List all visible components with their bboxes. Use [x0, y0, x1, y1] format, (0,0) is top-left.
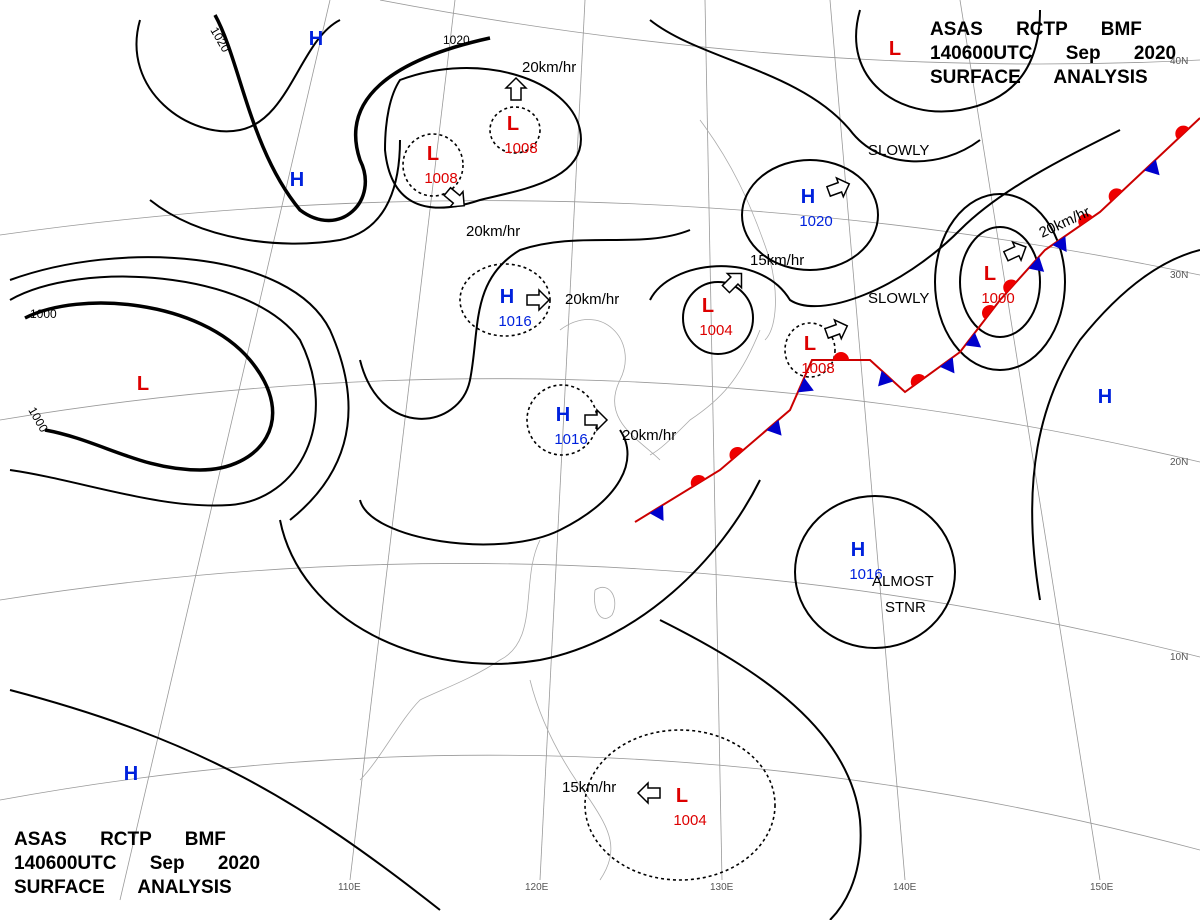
warm-semicircle: [833, 352, 849, 360]
center-pressure: 1016: [498, 313, 531, 330]
graticule: [0, 0, 1200, 901]
longitude-label: 140E: [893, 882, 917, 893]
center-letter: L: [507, 113, 519, 135]
center-pressure: 1004: [699, 322, 732, 339]
cold-triangle: [797, 377, 814, 393]
header-line: 140600UTC Sep 2020: [14, 853, 260, 874]
center-pressure: 1008: [801, 360, 834, 377]
coastline: [359, 119, 776, 881]
center-letter: L: [804, 333, 816, 355]
warm-semicircle: [982, 305, 995, 320]
center-pressure: 1020: [799, 213, 832, 230]
isobar-label: 1000: [30, 307, 57, 321]
cold-triangle: [878, 370, 894, 387]
cold-triangle: [939, 357, 955, 374]
longitude-label: 130E: [710, 882, 734, 893]
isobar-label: 1020: [443, 33, 470, 47]
stationary-front: [634, 117, 1200, 523]
center-letter: H: [500, 286, 514, 308]
motion-arrow: [584, 408, 609, 432]
center-letter: H: [124, 763, 138, 785]
motion-label: 15km/hr: [562, 779, 616, 796]
latitude-label: 10N: [1170, 652, 1188, 663]
header-line: SURFACE ANALYSIS: [14, 877, 232, 898]
center-letter: L: [137, 373, 149, 395]
motion-label: 20km/hr: [565, 291, 619, 308]
center-pressure: 1000: [981, 290, 1014, 307]
warm-semicircle: [1078, 213, 1093, 227]
center-pressure: 1008: [424, 170, 457, 187]
cold-triangle: [766, 419, 782, 436]
cold-triangle: [1052, 235, 1067, 253]
longitude-label: 150E: [1090, 882, 1114, 893]
center-letter: H: [556, 404, 570, 426]
motion-arrow: [504, 76, 528, 101]
motion-label: 15km/hr: [750, 252, 804, 269]
center-pressure: 1004: [673, 812, 706, 829]
motion-arrow: [636, 781, 661, 805]
warm-semicircle: [910, 374, 926, 387]
motion-label: SLOWLY: [868, 142, 929, 159]
motion-arrow: [823, 318, 849, 341]
motion-label: 20km/hr: [622, 427, 676, 444]
header-line: SURFACE ANALYSIS: [930, 67, 1148, 88]
motion-arrow: [721, 272, 743, 294]
isobars: [9, 9, 1200, 920]
center-letter: L: [702, 295, 714, 317]
latitude-label: 30N: [1170, 270, 1188, 281]
motion-label: SLOWLY: [868, 290, 929, 307]
motion-arrow: [825, 176, 851, 199]
warm-semicircle: [1003, 279, 1017, 294]
center-letter: H: [801, 186, 815, 208]
center-letter: L: [984, 263, 996, 285]
center-pressure: 1016: [554, 431, 587, 448]
motion-arrow: [443, 186, 466, 208]
motion-arrow: [1002, 240, 1027, 263]
motion-label: STNR: [885, 599, 926, 616]
header-line: 140600UTC Sep 2020: [930, 43, 1176, 64]
motion-label: 20km/hr: [522, 59, 576, 76]
warm-semicircle: [1175, 125, 1190, 140]
cold-triangle: [965, 332, 982, 348]
motion-label: ALMOST: [872, 573, 934, 590]
warm-semicircle: [1108, 188, 1123, 202]
center-letter: L: [889, 38, 901, 60]
longitude-label: 120E: [525, 882, 549, 893]
center-letter: H: [290, 169, 304, 191]
center-letter: H: [309, 28, 323, 50]
header-line: ASAS RCTP BMF: [14, 829, 226, 850]
latitude-label: 20N: [1170, 457, 1188, 468]
center-letter: H: [851, 539, 865, 561]
center-letter: L: [427, 143, 439, 165]
center-pressure: 1008: [504, 140, 537, 157]
center-pressure: 1016: [849, 566, 882, 583]
latitude-label: 40N: [1170, 56, 1188, 67]
center-letter: L: [676, 785, 688, 807]
cold-triangle: [1028, 256, 1045, 272]
warm-semicircle: [690, 475, 706, 488]
motion-arrow: [526, 288, 551, 312]
center-letter: H: [1098, 386, 1112, 408]
motion-label: 20km/hr: [466, 223, 520, 240]
cold-triangle: [649, 504, 664, 521]
longitude-label: 110E: [338, 882, 361, 893]
header-line: ASAS RCTP BMF: [930, 19, 1142, 40]
warm-semicircle: [729, 447, 744, 461]
cold-triangle: [1144, 159, 1160, 176]
